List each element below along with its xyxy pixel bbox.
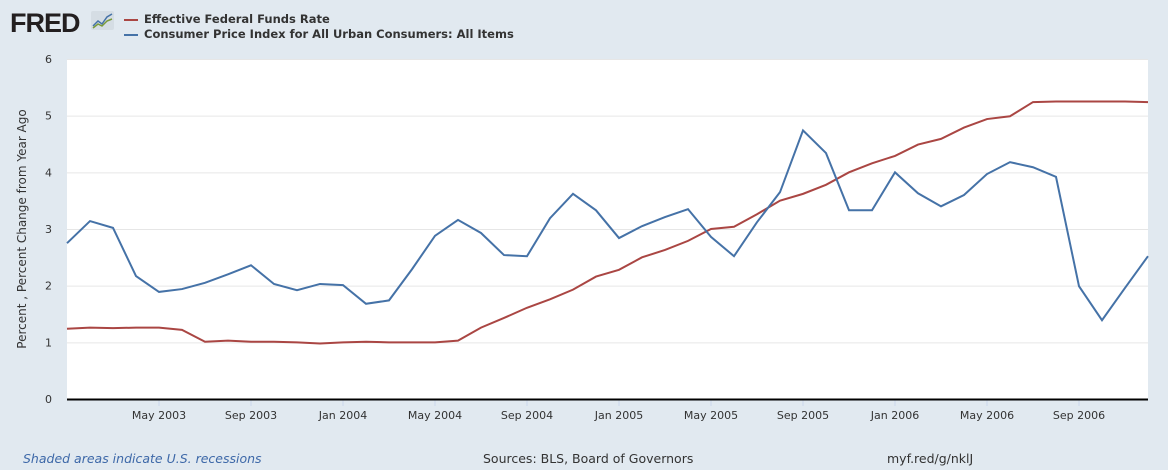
x-tick-label: Sep 2004 (501, 409, 553, 422)
fred-logo[interactable]: FRED (10, 8, 80, 38)
y-tick-label: 0 (45, 393, 52, 406)
y-tick-label: 2 (45, 280, 52, 293)
legend-swatch-red (124, 18, 138, 21)
legend-label: Effective Federal Funds Rate (144, 12, 330, 26)
x-tick-label: Sep 2006 (1053, 409, 1105, 422)
y-tick-label: 4 (45, 166, 52, 179)
y-tick-label: 3 (45, 223, 52, 236)
sources-text: Sources: BLS, Board of Governors (483, 451, 694, 466)
y-axis-label: Percent , Percent Change from Year Ago (15, 109, 29, 348)
series-line-1 (66, 128, 1149, 322)
x-tick-label: Sep 2005 (777, 409, 829, 422)
legend-item-cpi: Consumer Price Index for All Urban Consu… (124, 27, 514, 41)
x-tick-label: May 2003 (132, 409, 186, 422)
x-tick-label: May 2006 (960, 409, 1014, 422)
recessions-note: Shaded areas indicate U.S. recessions (23, 451, 262, 466)
x-tick-label: Jan 2005 (594, 409, 643, 422)
x-tick-label: Jan 2006 (870, 409, 919, 422)
x-tick-label: May 2005 (684, 409, 738, 422)
x-tick-label: May 2004 (408, 409, 462, 422)
fred-chart-logo-icon (91, 11, 114, 30)
short-link[interactable]: myf.red/g/nklJ (887, 451, 974, 466)
series-line-0 (66, 100, 1149, 345)
legend-swatch-blue (124, 33, 138, 36)
legend-item-fedfunds: Effective Federal Funds Rate (124, 12, 330, 26)
y-tick-label: 6 (45, 53, 52, 66)
y-tick-label: 1 (45, 336, 52, 349)
y-tick-label: 5 (45, 110, 52, 123)
x-tick-label: Jan 2004 (318, 409, 367, 422)
legend-label: Consumer Price Index for All Urban Consu… (144, 27, 514, 41)
x-tick-label: Sep 2003 (225, 409, 277, 422)
